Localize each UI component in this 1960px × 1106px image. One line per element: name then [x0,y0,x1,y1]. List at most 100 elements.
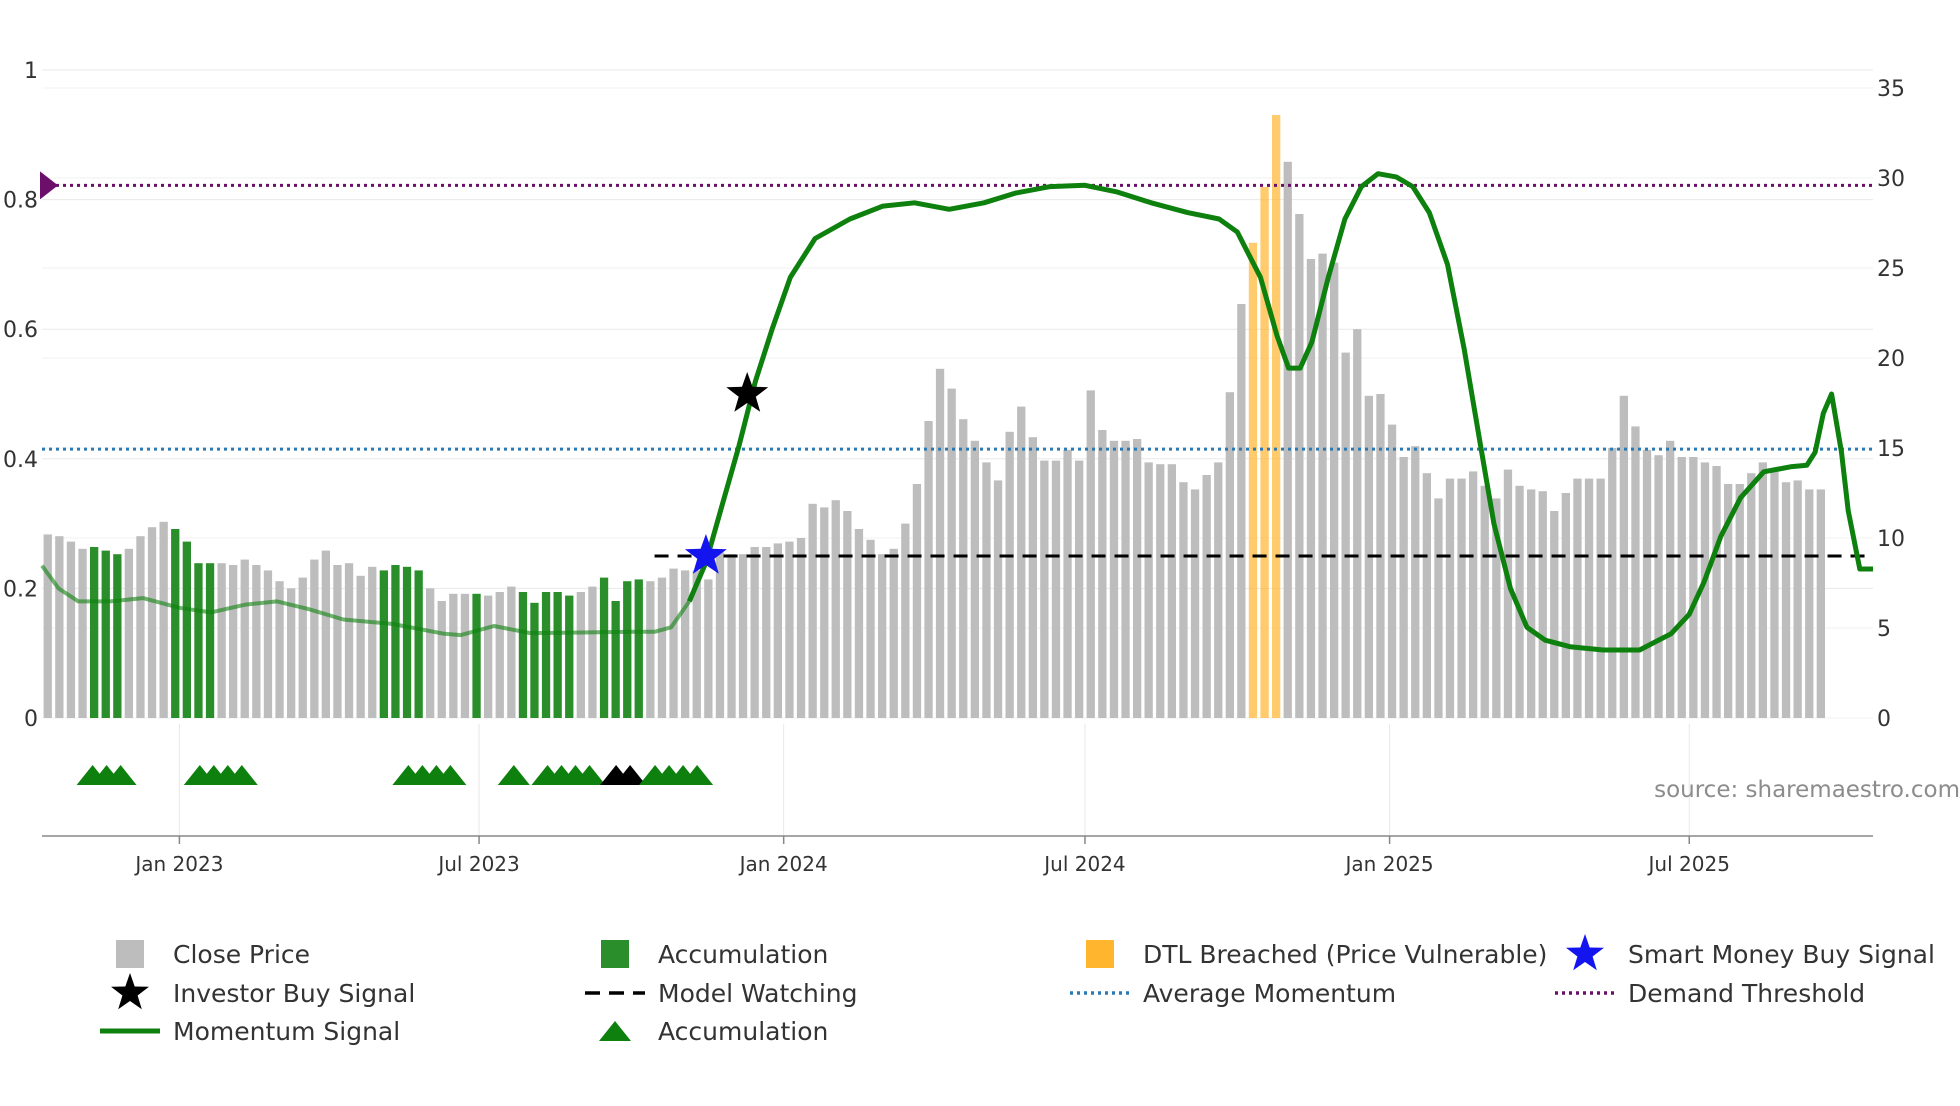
close-price-bar [947,388,956,718]
close-price-bar [1411,446,1420,718]
close-price-bar [124,548,133,718]
close-price-bar [588,586,597,718]
close-price-bar [1492,498,1501,718]
right-tick-label: 20 [1877,347,1905,372]
close-price-bar [1666,440,1675,718]
close-price-bar [1028,437,1037,718]
legend-label: Model Watching [658,979,858,1008]
close-price-bar [298,577,307,718]
smart-money-buy-signal-star [684,534,727,574]
dtl-breached-bar [1272,115,1281,718]
close-price-bar [333,565,342,718]
left-tick-label: 0.2 [3,577,38,602]
close-price-bar [1318,253,1327,718]
close-price-bar [43,534,52,718]
legend-label: DTL Breached (Price Vulnerable) [1143,940,1547,969]
legend-item: Demand Threshold [1555,979,1865,1008]
close-price-bar [344,563,354,718]
close-price-bar [1295,214,1304,718]
left-tick-label: 1 [24,59,38,84]
close-price-bar [912,484,922,718]
close-price-bar [1237,304,1246,718]
close-price-bar [1561,493,1570,718]
close-price-bar [310,559,319,718]
close-price-bar [66,541,76,718]
accumulation-bar [101,550,110,718]
accumulation-bar [182,541,191,718]
close-price-bar [275,581,284,718]
momentum-signal-line [687,171,1873,653]
close-price-bar [935,368,945,718]
legend-item: Close Price [116,940,310,969]
accumulation-bar [565,595,574,718]
close-price-bar [1457,478,1466,718]
close-price-bar [889,548,898,718]
left-tick-label: 0 [24,707,38,732]
right-tick-label: 10 [1877,527,1905,552]
legend-swatch-square [116,940,144,968]
close-price-bar [1167,464,1176,718]
close-price-bar [959,419,968,718]
close-price-bar [576,592,585,718]
close-price-bar [287,588,296,718]
close-price-bar [820,507,829,718]
accumulation-triangle [434,765,467,785]
close-price-bar [495,592,504,718]
close-price-bar [1712,466,1721,718]
close-price-bar [854,529,864,718]
close-price-bar [1086,390,1095,718]
close-price-bar [1051,460,1061,718]
accumulation-bar [518,592,528,718]
x-tick-label: Jan 2023 [133,852,223,876]
close-price-bar [646,581,655,718]
close-price-bar [78,548,87,718]
close-price-bar [750,547,759,718]
close-price-bar [715,552,725,718]
close-price-bar [762,547,771,718]
close-price-bar [1109,440,1119,718]
legend-label: Momentum Signal [173,1017,400,1046]
right-tick-label: 5 [1877,617,1891,642]
close-price-bar [982,462,991,718]
accumulation-bar [379,570,388,718]
close-price-bar [1040,460,1049,718]
legend-item: Accumulation [599,1017,828,1046]
close-price-bar [1608,448,1617,718]
accumulation-triangle [225,765,258,785]
legend-item: Model Watching [585,979,858,1008]
close-price-bar [1480,485,1489,718]
accumulation-bar [171,529,180,718]
close-price-bar [55,536,64,718]
close-price-bar [1144,462,1153,718]
close-price-bar [356,575,365,718]
close-price-bar [831,500,840,718]
close-price-bar [1631,426,1640,718]
close-price-bar [1642,449,1652,718]
close-price-bar [669,568,678,718]
close-price-bar [368,566,377,718]
left-tick-label: 0.4 [3,448,38,473]
close-price-bar [878,554,887,718]
close-price-bar [449,593,458,718]
close-price-bar [1330,262,1339,718]
accumulation-bar [611,601,620,718]
x-tick-label: Jul 2024 [1042,852,1125,876]
close-price-bar [1758,462,1767,718]
close-price-bar [773,543,782,718]
accumulation-bar [541,592,551,718]
x-tick-label: Jan 2025 [1344,852,1434,876]
close-price-bar [785,541,794,718]
close-price-bar [1283,161,1292,719]
close-price-bar [1190,489,1200,718]
close-price-bar [1538,491,1547,718]
close-price-bar [1805,489,1814,718]
accumulation-triangle [573,765,606,785]
legend-swatch-square [601,940,629,968]
legend-swatch-triangle [599,1021,631,1041]
close-price-bar [437,601,446,718]
legend-item: Investor Buy Signal [111,973,415,1010]
close-price-bar [1133,439,1142,718]
close-price-bars [43,115,1825,719]
accumulation-bar [623,581,632,718]
